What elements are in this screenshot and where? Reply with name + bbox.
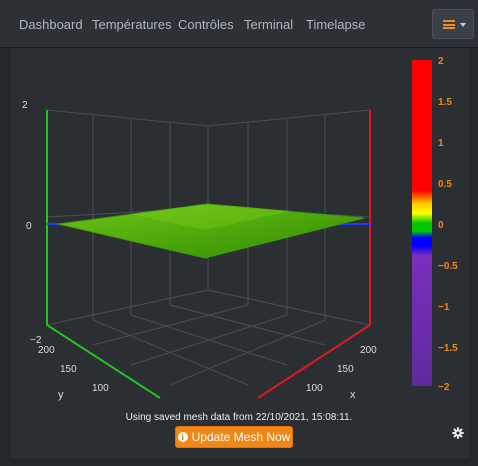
z-tick-neg2: −2 <box>30 335 42 346</box>
colorbar-tick: 1.5 <box>438 97 452 108</box>
colorbar-tick: −2 <box>438 382 450 393</box>
colorbar-tick: 0.5 <box>438 179 452 190</box>
colorbar-tick: 2 <box>438 56 444 67</box>
x-tick-200: 200 <box>360 345 377 356</box>
gear-icon[interactable] <box>452 427 464 439</box>
y-tick-100: 100 <box>92 383 109 394</box>
x-tick-150: 150 <box>337 364 354 375</box>
colorbar-tick: −1 <box>438 302 450 313</box>
hamburger-icon <box>443 20 455 29</box>
tab-temperatures[interactable]: Températures <box>92 17 172 32</box>
x-axis-line <box>257 324 371 399</box>
y-axis-line <box>46 324 161 399</box>
z-tick-0: 0 <box>26 221 32 232</box>
colorbar-tick: 0 <box>438 220 444 231</box>
colorbar <box>412 60 432 386</box>
mesh-status-text: Using saved mesh data from 22/10/2021, 1… <box>125 412 353 423</box>
bed-mesh-panel <box>10 48 470 458</box>
tab-terminal[interactable]: Terminal <box>244 17 294 32</box>
tab-timelapse[interactable]: Timelapse <box>306 17 366 32</box>
x-axis-label: x <box>350 389 356 401</box>
info-circle-icon: i <box>177 432 188 442</box>
update-mesh-label: Update Mesh Now <box>191 430 291 444</box>
top-navbar: Dashboard Températures Contrôles Termina… <box>0 0 478 48</box>
mesh-surface-highlight <box>130 204 292 230</box>
caret-down-icon <box>460 23 466 27</box>
update-mesh-button[interactable]: i Update Mesh Now <box>175 426 293 448</box>
z-tick-2: 2 <box>22 100 28 111</box>
menu-toggle-button[interactable] <box>432 9 474 39</box>
y-tick-150: 150 <box>60 364 77 375</box>
colorbar-ticks: 2 1.5 1 0.5 0 −0.5 −1 −1.5 −2 <box>438 56 458 393</box>
tab-dashboard[interactable]: Dashboard <box>19 17 83 32</box>
colorbar-tick: 1 <box>438 138 444 149</box>
tab-controles[interactable]: Contrôles <box>178 17 234 32</box>
colorbar-tick: −0.5 <box>438 261 458 272</box>
bed-mesh-3d-chart[interactable]: 2 0 −2 200 150 100 y 200 150 100 x 2 1.5… <box>0 0 478 410</box>
x-tick-100: 100 <box>306 383 323 394</box>
y-axis-label: y <box>58 389 64 401</box>
mesh-surface <box>57 203 365 259</box>
colorbar-tick: −1.5 <box>438 343 458 354</box>
y-tick-200: 200 <box>38 345 55 356</box>
